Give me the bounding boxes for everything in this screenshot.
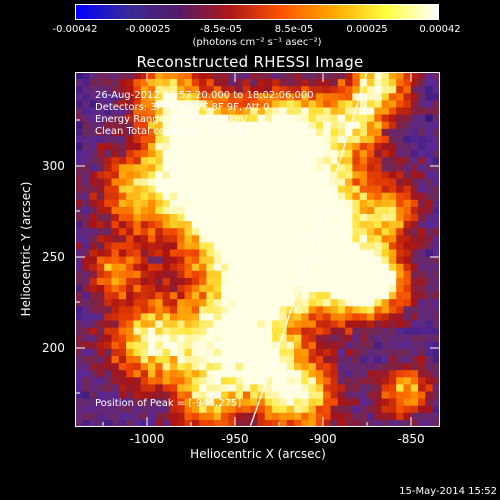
y-tick-label: 300 (42, 159, 65, 173)
y-axis-label: Heliocentric Y (arcsec) (19, 181, 33, 317)
y-tick-label: 250 (42, 250, 65, 264)
x-tick-label: -1000 (129, 432, 165, 446)
x-tick-label: -950 (221, 432, 249, 446)
colorbar-tick-label: 8.5e-05 (274, 24, 314, 35)
plot-frame (75, 72, 440, 427)
x-ticks-top (146, 72, 412, 82)
info-time-range: 26-Aug-2012 17:57:20.000 to 18:02:06.000 (95, 90, 314, 101)
colorbar-unit: (photons cm⁻² s⁻¹ asec⁻²) (192, 37, 322, 48)
colorbar (75, 4, 439, 20)
x-axis-label: Heliocentric X (arcsec) (190, 447, 326, 461)
colorbar-tick-label: 0.00025 (346, 24, 388, 35)
info-clean-total: Clean Total counts: 8.77E+03 (95, 126, 243, 137)
rhessi-image (75, 72, 440, 427)
colorbar-tick-label: -0.00025 (125, 24, 171, 35)
colorbar-tick-label: -8.5e-05 (200, 24, 242, 35)
x-tick-label: -850 (397, 432, 425, 446)
info-energy-range: Energy Range: 12.0 - 25.0 keV (95, 114, 248, 125)
plot-title: Reconstructed RHESSI Image (136, 53, 364, 71)
image-pixels (75, 72, 440, 427)
x-tick-label: -900 (309, 432, 337, 446)
colorbar-tick-label: -0.00042 (52, 24, 98, 35)
y-tick-label: 200 (42, 341, 65, 355)
peak-position: Position of Peak = [-946,275] (95, 398, 242, 409)
y-ticks-right (430, 165, 440, 349)
x-ticks-bottom (102, 417, 412, 427)
solar-limb-line (249, 72, 368, 427)
footer-date: 15-May-2014 15:52 (399, 486, 497, 497)
colorbar-tick-label: 0.00042 (419, 24, 461, 35)
y-ticks-left (75, 119, 85, 394)
info-detectors: Detectors: 3F 5F 6F 7F 8F 9F, Att 0 (95, 102, 270, 113)
